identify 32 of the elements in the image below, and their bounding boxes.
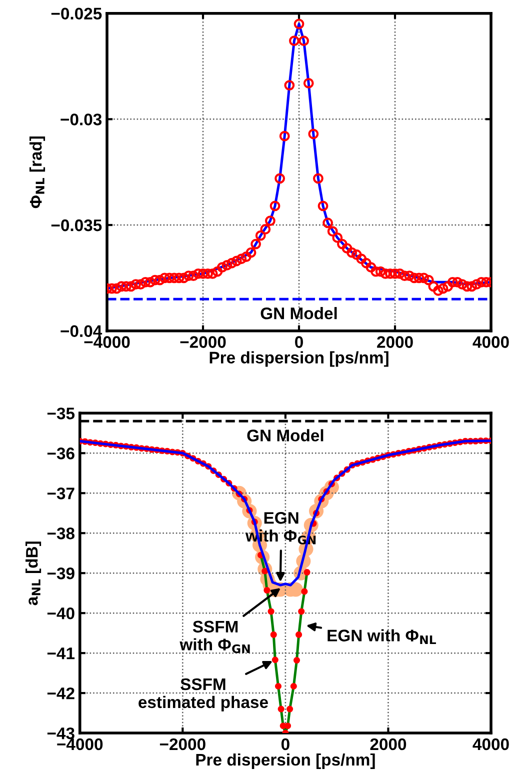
x-tick-label: 4000 — [472, 336, 509, 348]
y-tick-label: −39 — [47, 568, 74, 580]
y-axis-title: a$_{NL}$ [dB] — [26, 542, 42, 606]
x-tick-label: 4000 — [472, 738, 509, 750]
y-tick-label: −40 — [47, 607, 74, 620]
y-axis-title: Φ$_{NL}$ [rad] — [29, 136, 46, 208]
annotation: SSFM estimated phase — [138, 678, 268, 712]
ref-line-label: GN Model — [260, 307, 337, 320]
x-axis-title: Pre dispersion [ps/nm] — [210, 351, 388, 367]
x-tick-label: 2000 — [377, 336, 413, 348]
x-tick-label: −2000 — [160, 738, 206, 750]
x-tick-label: 0 — [281, 738, 290, 750]
y-tick-label: −42 — [47, 687, 74, 700]
annotation: SSFM with Φ$_{GN}$ — [180, 620, 250, 654]
y-tick-label: −36 — [47, 448, 74, 460]
y-tick-label: −41 — [47, 648, 75, 660]
y-tick-label: −0.035 — [51, 219, 102, 232]
y-tick-label: −35 — [47, 408, 75, 420]
x-axis-title: Pre dispersion [ps/nm] — [196, 753, 375, 769]
x-tick-label: −4000 — [84, 336, 130, 348]
annotation: EGN with Φ$_{NL}$ — [328, 629, 436, 644]
y-tick-label: −38 — [47, 528, 74, 540]
y-tick-label: −0.04 — [60, 325, 102, 338]
ref-line-label: GN Model — [247, 429, 324, 442]
y-tick-label: −43 — [47, 727, 74, 740]
x-tick-label: −4000 — [57, 738, 103, 750]
x-tick-label: 2000 — [370, 738, 406, 750]
x-tick-label: 0 — [295, 336, 303, 348]
y-tick-label: −37 — [47, 488, 74, 500]
y-tick-label: −0.025 — [51, 8, 102, 20]
x-tick-label: −2000 — [180, 336, 226, 348]
y-tick-label: −0.03 — [60, 114, 102, 126]
